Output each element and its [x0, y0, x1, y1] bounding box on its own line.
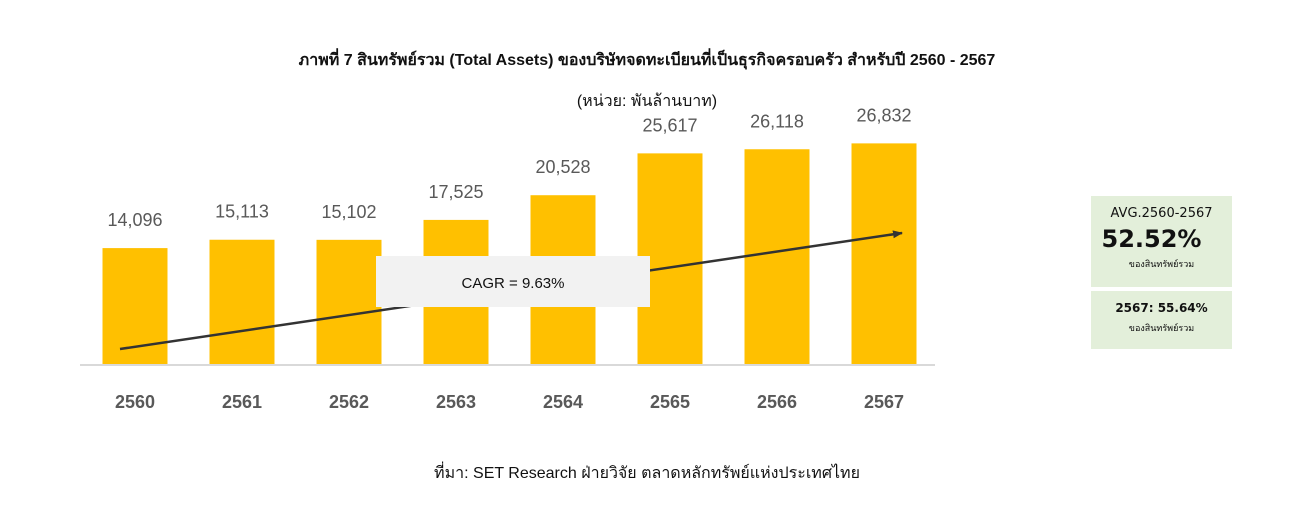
data-label-2567: 26,832	[856, 105, 911, 125]
data-label-2560: 14,096	[107, 210, 162, 230]
average-share-value: 52.52%	[1101, 225, 1202, 253]
data-label-2564: 20,528	[535, 157, 590, 177]
bar-2567	[851, 143, 917, 364]
latest-share-note: ของสินทรัพย์รวม	[1128, 324, 1195, 334]
data-label-2563: 17,525	[428, 182, 483, 202]
bar-2562	[316, 239, 382, 364]
bar-2566	[744, 149, 810, 364]
bar-2561	[209, 239, 275, 364]
average-share-note: ของสินทรัพย์รวม	[1128, 260, 1195, 270]
chart-subtitle: (หน่วย: พันล้านบาท)	[576, 93, 718, 110]
x-tick-label-2560: 2560	[115, 392, 155, 412]
average-period-label: AVG.2560-2567	[1110, 206, 1213, 221]
cagr-label-box	[376, 256, 650, 307]
x-tick-label-2566: 2566	[757, 392, 797, 412]
data-label-2561: 15,113	[215, 202, 269, 222]
latest-share-box: 2567: 55.64% ของสินทรัพย์รวม	[1091, 291, 1232, 349]
cagr-label: CAGR = 9.63%	[462, 275, 565, 292]
data-label-2562: 15,102	[321, 202, 376, 222]
x-tick-label-2565: 2565	[650, 392, 690, 412]
latest-share-value: 2567: 55.64%	[1115, 301, 1208, 315]
x-tick-label-2567: 2567	[864, 392, 904, 412]
data-label-2566: 26,118	[750, 111, 804, 131]
chart-title: ภาพที่ 7 สินทรัพย์รวม (Total Assets) ของ…	[298, 52, 996, 69]
average-share-box: AVG.2560-2567 52.52% ของสินทรัพย์รวม	[1091, 196, 1232, 287]
x-tick-label-2561: 2561	[222, 392, 262, 412]
source-note: ที่มา: SET Research ฝ่ายวิจัย ตลาดหลักทร…	[434, 465, 860, 482]
x-tick-label-2564: 2564	[543, 392, 583, 412]
data-label-2565: 25,617	[642, 115, 697, 135]
x-tick-label-2563: 2563	[436, 392, 476, 412]
x-tick-label-2562: 2562	[329, 392, 369, 412]
